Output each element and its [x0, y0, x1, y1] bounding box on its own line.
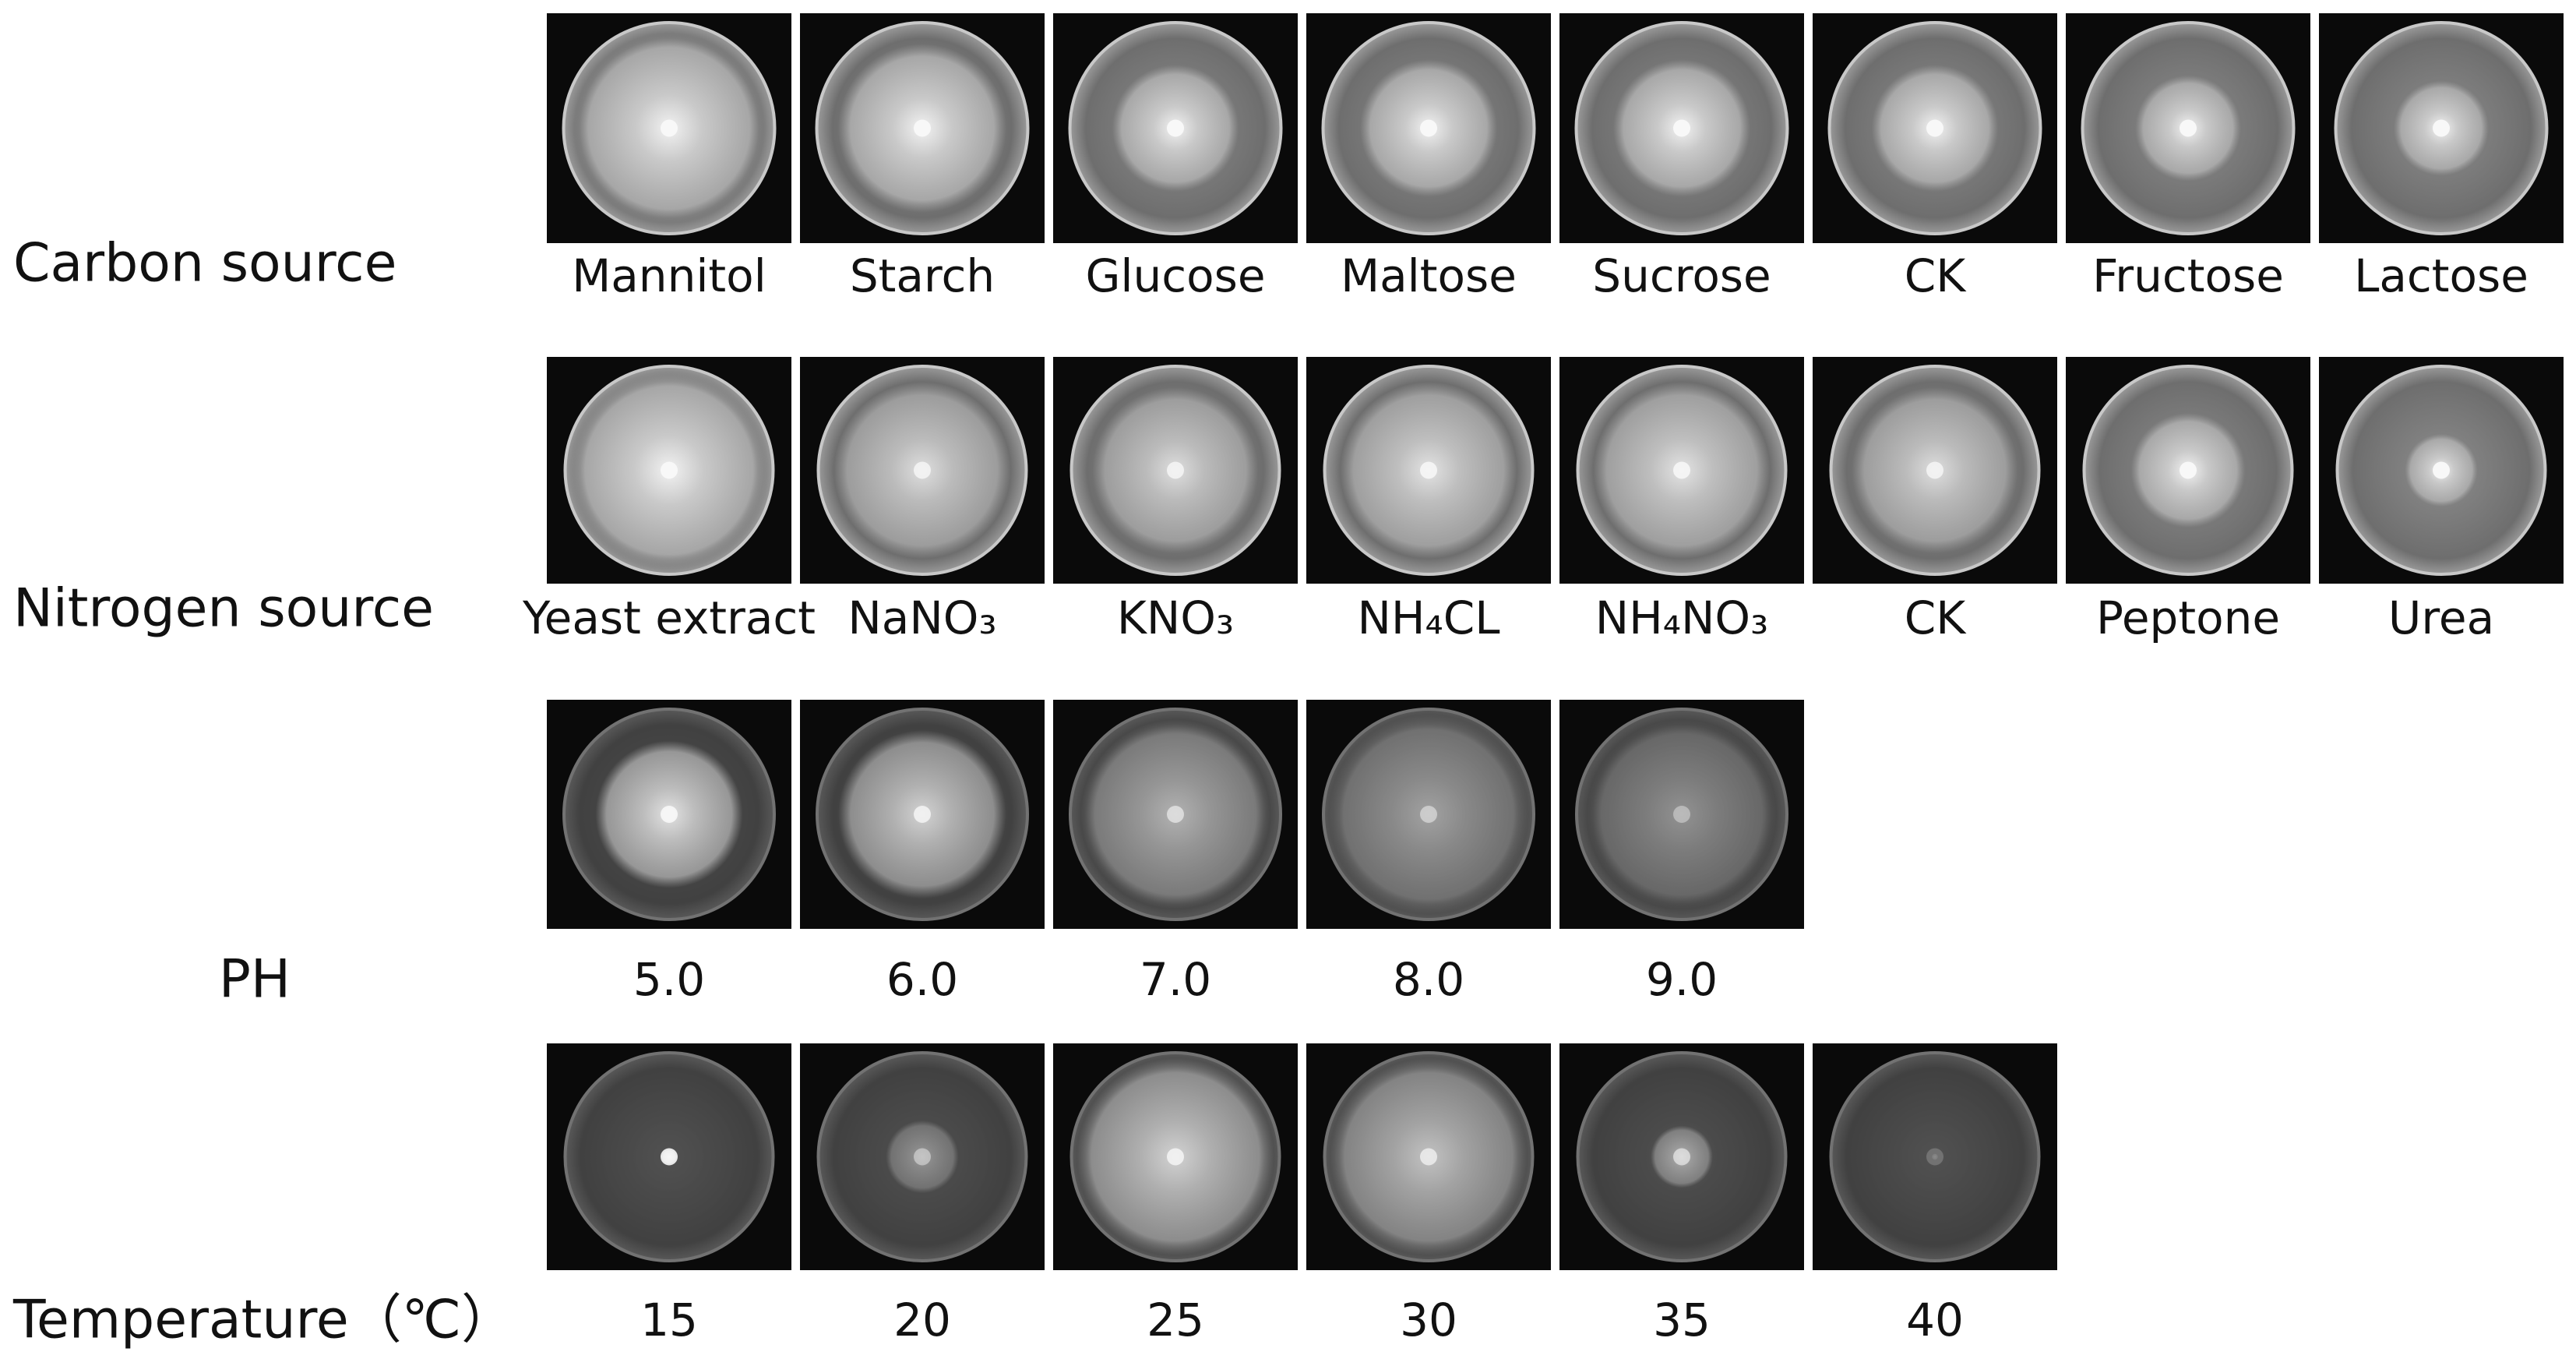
item-label: NH₄CL [1357, 591, 1499, 644]
row-label: Nitrogen source [13, 578, 434, 640]
petri-dish [547, 357, 791, 584]
item-label: 40 [1906, 1294, 1964, 1347]
item-label: Lactose [2354, 249, 2528, 302]
petri-dish [1559, 13, 1804, 243]
inoculum [661, 806, 678, 823]
row-label: PH [219, 949, 291, 1011]
item-label: CK [1905, 249, 1967, 302]
item-label: 20 [893, 1294, 951, 1347]
item-label: KNO₃ [1117, 591, 1234, 644]
item-label: CK [1905, 591, 1967, 644]
inoculum [914, 119, 931, 137]
inoculum [1673, 119, 1690, 137]
inoculum [1420, 1148, 1437, 1166]
inoculum [661, 1148, 678, 1166]
item-label: Yeast extract [522, 591, 816, 644]
petri-dish [1053, 1043, 1298, 1270]
inoculum [1420, 119, 1437, 137]
inoculum [1420, 806, 1437, 823]
petri-dish [2319, 357, 2564, 584]
inoculum [661, 461, 678, 479]
inoculum [1420, 461, 1437, 479]
petri-dish [547, 1043, 791, 1270]
item-label: Peptone [2096, 591, 2280, 644]
inoculum [661, 119, 678, 137]
item-label: Fructose [2092, 249, 2284, 302]
item-label: 25 [1147, 1294, 1204, 1347]
item-label: 15 [640, 1294, 698, 1347]
item-label: Maltose [1341, 249, 1517, 302]
petri-dish [800, 13, 1045, 243]
petri-dish [1813, 357, 2057, 584]
inoculum [1167, 806, 1184, 823]
petri-dish [1053, 13, 1298, 243]
inoculum [914, 806, 931, 823]
inoculum [2433, 119, 2450, 137]
inoculum [1673, 461, 1690, 479]
petri-dish [547, 13, 791, 243]
inoculum [1673, 806, 1690, 823]
petri-dish [547, 700, 791, 929]
row-label: Temperature（℃） [12, 1290, 514, 1351]
inoculum [1926, 119, 1943, 137]
inoculum [1167, 461, 1184, 479]
colony [1587, 719, 1777, 909]
item-label: NH₄NO₃ [1595, 591, 1769, 644]
inoculum [1673, 1148, 1690, 1166]
petri-dish [1559, 700, 1804, 929]
item-label: Starch [850, 249, 995, 302]
petri-dish [1559, 1043, 1804, 1270]
petri-dish [1306, 357, 1551, 584]
petri-dish [1053, 357, 1298, 584]
item-label: Glucose [1085, 249, 1265, 302]
inoculum [2180, 461, 2197, 479]
row-label: Carbon source [13, 233, 396, 295]
item-label: 9.0 [1646, 953, 1718, 1006]
petri-dish [1306, 700, 1551, 929]
inoculum [914, 1148, 931, 1166]
inoculum [1167, 1148, 1184, 1166]
item-label: 7.0 [1140, 953, 1211, 1006]
colony [1931, 1153, 1939, 1160]
petri-dish [1813, 1043, 2057, 1270]
petri-dish [2066, 13, 2310, 243]
petri-dish [1559, 357, 1804, 584]
inoculum [1926, 461, 1943, 479]
item-label: Urea [2388, 591, 2494, 644]
petri-dish [1813, 13, 2057, 243]
inoculum [914, 461, 931, 479]
inoculum [2180, 119, 2197, 137]
petri-dish [800, 700, 1045, 929]
inoculum [2433, 461, 2450, 479]
inoculum [1926, 1148, 1943, 1166]
item-label: 8.0 [1393, 953, 1464, 1006]
petri-dish [1306, 1043, 1551, 1270]
item-label: Sucrose [1592, 249, 1771, 302]
petri-dish [1306, 13, 1551, 243]
item-label: Mannitol [572, 249, 766, 302]
petri-dish [800, 1043, 1045, 1270]
petri-dish [2319, 13, 2564, 243]
petri-dish [800, 357, 1045, 584]
item-label: NaNO₃ [848, 591, 996, 644]
colony [886, 1120, 959, 1194]
petri-dish [2066, 357, 2310, 584]
item-label: 35 [1653, 1294, 1711, 1347]
petri-dish [1053, 700, 1298, 929]
inoculum [1167, 119, 1184, 137]
item-label: 6.0 [886, 953, 958, 1006]
item-label: 30 [1400, 1294, 1457, 1347]
item-label: 5.0 [633, 953, 705, 1006]
